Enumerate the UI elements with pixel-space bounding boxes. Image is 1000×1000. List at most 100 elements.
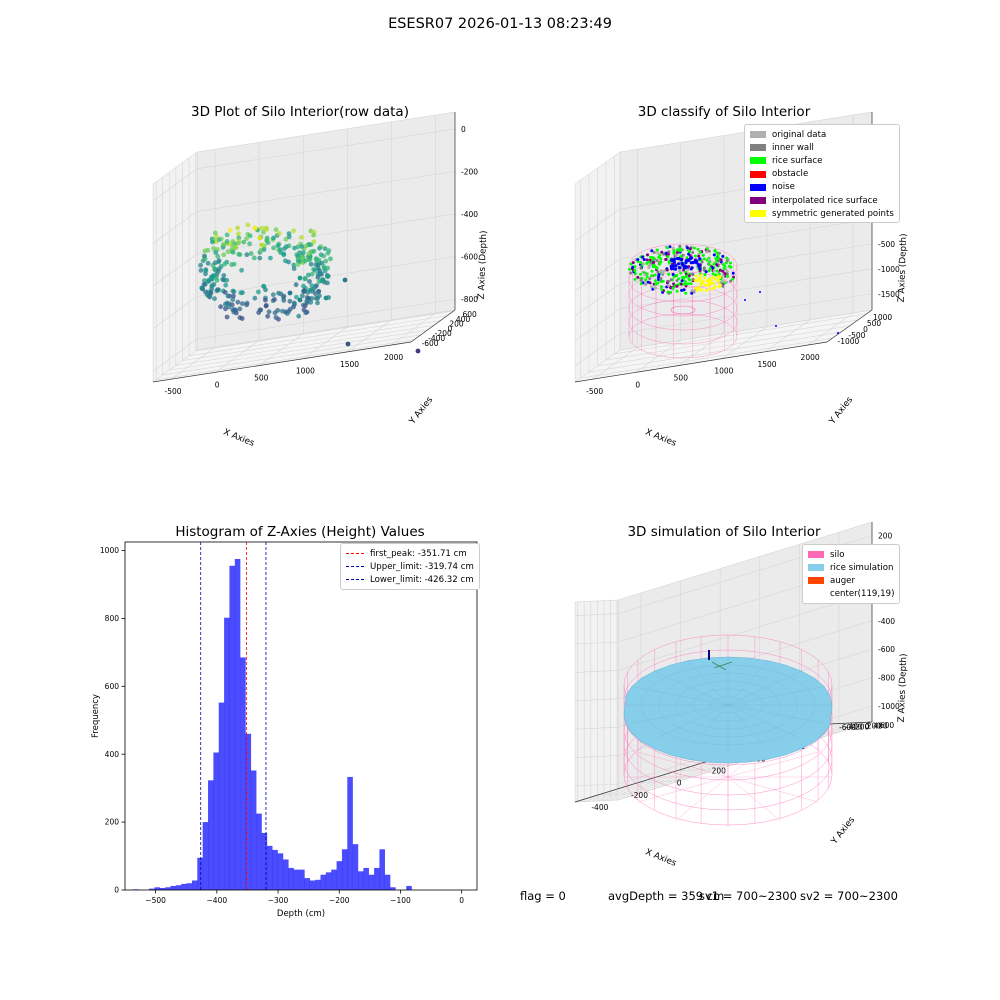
p2-point xyxy=(725,259,729,263)
p1-point xyxy=(293,282,299,288)
p1-grid-z xyxy=(152,298,456,372)
p1-point xyxy=(308,299,314,305)
status-avg-depth: avgDepth = 359 cm xyxy=(608,889,725,903)
p1-grid-z xyxy=(152,171,456,244)
p1-point xyxy=(202,278,207,284)
p1-point xyxy=(261,283,266,289)
p2-noise-point xyxy=(678,266,682,270)
p2-point xyxy=(629,262,633,266)
p1-point xyxy=(295,256,301,261)
histogram-bar xyxy=(170,885,177,890)
p4-grid-z xyxy=(574,620,873,702)
p2-point xyxy=(629,271,633,275)
p2-point xyxy=(676,248,679,252)
histogram-bar xyxy=(250,770,257,890)
p2-point xyxy=(690,291,694,295)
legend-swatch xyxy=(750,144,766,152)
p1-point xyxy=(210,239,215,245)
p2-noise-point xyxy=(689,256,693,261)
p1-point xyxy=(247,233,253,239)
p2-point xyxy=(704,270,708,274)
p2-point xyxy=(711,266,715,270)
p1-z-tick-label: 0 xyxy=(461,125,466,134)
p2-noise-point xyxy=(675,256,680,261)
p2-point xyxy=(722,263,726,267)
p2-point xyxy=(659,269,663,273)
p2-grid-z xyxy=(574,293,873,367)
p1-point xyxy=(247,241,253,247)
p1-point xyxy=(263,303,269,308)
legend-label: center(119,19) xyxy=(830,589,895,600)
p1-point xyxy=(215,287,221,292)
p2-point xyxy=(678,244,682,248)
p2-point xyxy=(703,276,707,280)
p2-point xyxy=(652,263,656,267)
p2-point xyxy=(699,288,703,292)
p2-point xyxy=(698,250,702,254)
p2-grid-x xyxy=(678,135,725,366)
p1-point xyxy=(308,261,314,267)
legend-label: rice surface xyxy=(772,155,823,166)
histogram-bar xyxy=(245,733,252,890)
legend-label: inner wall xyxy=(772,142,814,153)
p1-x-tick-label: 500 xyxy=(254,374,269,383)
p2-point xyxy=(718,268,722,272)
p2-point xyxy=(725,272,729,276)
p2-silo-wireframe xyxy=(628,243,738,359)
p2-point xyxy=(714,259,718,263)
p2-point xyxy=(645,275,649,279)
p2-point xyxy=(680,279,684,283)
p4-silo-floor-line xyxy=(675,776,729,821)
p2-noise-point xyxy=(684,259,688,263)
classify-3d-plot: -5000500100015002000-1000-50005001000500… xyxy=(574,111,909,449)
histogram-y-tick-label: 800 xyxy=(105,614,120,623)
p1-point xyxy=(321,264,327,269)
legend-swatch xyxy=(750,210,766,218)
rice-surface-edge xyxy=(688,660,729,706)
legend-swatch xyxy=(750,131,766,139)
histogram-bar xyxy=(224,617,230,890)
histogram-bar xyxy=(191,880,198,890)
histogram-bar xyxy=(390,887,396,890)
p2-point xyxy=(671,246,675,250)
p1-grid-x xyxy=(347,121,392,353)
p2-point xyxy=(687,252,691,256)
p2-point xyxy=(726,274,729,278)
p2-point xyxy=(716,279,720,282)
histogram-bar xyxy=(283,859,289,890)
p2-noise-point xyxy=(671,258,675,262)
p2-point xyxy=(655,259,659,262)
p1-point xyxy=(317,245,322,251)
histogram-bar xyxy=(331,869,337,890)
p2-point xyxy=(725,269,729,273)
histogram-bar xyxy=(229,565,236,890)
histogram-y-tick-label: 1000 xyxy=(100,546,119,555)
histogram-bar xyxy=(234,558,241,890)
p2-point xyxy=(715,251,719,255)
p1-point xyxy=(294,294,299,300)
legend-label: interpolated rice surface xyxy=(772,195,878,206)
p2-grid-x xyxy=(592,149,638,380)
p4-silo-floor-line xyxy=(727,776,819,803)
p1-point xyxy=(244,252,250,258)
p2-point xyxy=(702,257,706,261)
p2-point xyxy=(646,253,649,257)
p2-point xyxy=(631,265,635,269)
p2-x-tick-label: 2000 xyxy=(801,353,820,362)
histogram-title: Histogram of Z-Axies (Height) Values xyxy=(175,524,425,540)
p2-z-tick-label: -500 xyxy=(878,240,895,249)
p2-point xyxy=(687,274,691,278)
legend-line-sample xyxy=(346,566,364,568)
p2-point xyxy=(641,255,644,259)
p1-point xyxy=(218,304,224,310)
p4-y-tick-label: 0 xyxy=(865,722,870,731)
p1-point xyxy=(230,249,235,255)
p2-point xyxy=(686,282,690,286)
classify-legend-item: original data xyxy=(750,128,894,141)
p1-point xyxy=(200,286,206,291)
p1-z-tick-label: -200 xyxy=(461,167,478,176)
p1-point xyxy=(236,251,242,257)
histogram-bar xyxy=(165,887,171,890)
p1-point xyxy=(301,250,306,256)
p1-point xyxy=(204,292,210,297)
